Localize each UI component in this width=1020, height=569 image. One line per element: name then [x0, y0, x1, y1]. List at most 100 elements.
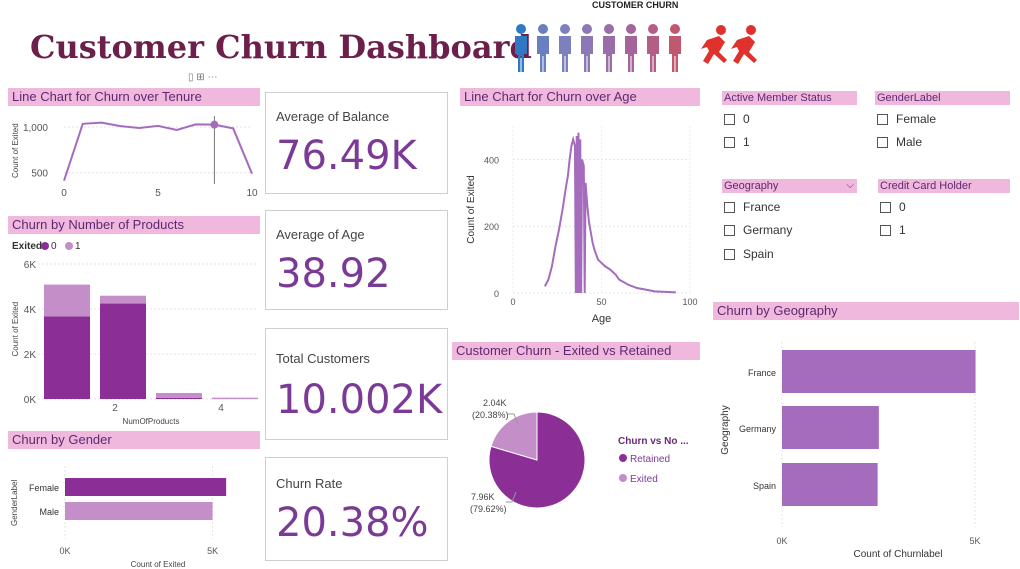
age-line-chart[interactable]: 0 200 400 0 50 100 Age Count of Exited [460, 108, 705, 333]
person-icon [515, 36, 527, 72]
person-icon [582, 24, 592, 34]
y-axis-label: Geography [720, 405, 731, 454]
card-label: Average of Age [276, 227, 365, 242]
x-axis-label: Count of Exited [131, 560, 186, 569]
bar-exited-0 [44, 316, 90, 399]
visual-toolbar[interactable]: ▯ ⊞ ⋯ [188, 72, 218, 83]
person-icon [647, 36, 659, 72]
legend-label-0: 0 [51, 241, 57, 252]
y-axis-label: Count of Exited [11, 302, 20, 357]
age-chart-title: Line Chart for Churn over Age [460, 88, 700, 106]
checkbox[interactable] [877, 136, 888, 148]
person-icon [559, 36, 571, 72]
y-tick-label: 400 [484, 155, 499, 165]
bar-exited-1 [100, 295, 146, 304]
slicer-option-credit-0[interactable]: 0 [880, 200, 906, 214]
legend-swatch-1 [65, 242, 73, 250]
pie-data-label-exited-pct: (20.38%) [472, 410, 509, 420]
customer-churn-banner-icon [515, 24, 757, 72]
legend-title: Exited [12, 241, 42, 252]
dashboard-title: Customer Churn Dashboard [30, 28, 532, 66]
x-tick-label: 100 [682, 297, 697, 307]
geo-chart-title: Churn by Geography [713, 302, 1019, 320]
x-tick-label: 5K [969, 536, 980, 546]
bar-exited-1 [156, 393, 202, 398]
banner-label: CUSTOMER CHURN [592, 0, 679, 10]
y-tick-label: Spain [753, 481, 776, 491]
slicer-option-germany[interactable]: Germany [724, 223, 792, 237]
y-axis-label: Count of Exited [466, 175, 477, 243]
y-tick-label: 200 [484, 222, 499, 232]
person-icon [603, 36, 615, 72]
products-stacked-bar-chart[interactable]: Exited 0 1 0K 2K 4K 6K Count of Exited 2 4 NumOfPr… [8, 236, 260, 428]
card-label: Average of Balance [276, 109, 390, 124]
legend-label-exited: Exited [630, 474, 658, 485]
slicer-option-male[interactable]: Male [877, 135, 922, 149]
checkbox[interactable] [724, 136, 735, 148]
person-icon [560, 24, 570, 34]
bar-exited-0 [100, 303, 146, 399]
gender-chart-title: Churn by Gender [8, 431, 260, 449]
slicer-option-female[interactable]: Female [877, 112, 936, 126]
slicer-geography-title[interactable]: Geography ⌵ [722, 179, 857, 193]
tenure-chart-title: Line Chart for Churn over Tenure [8, 88, 260, 106]
pie-chart-title: Customer Churn - Exited vs Retained [452, 342, 700, 360]
tenure-data-point [210, 120, 219, 129]
y-axis-label: Count of Exited [11, 123, 20, 178]
person-icon [516, 24, 526, 34]
geography-bar-chart[interactable]: 0K 5K France Germany Spain Geography Count of … [713, 322, 1019, 567]
y-tick-label: Female [29, 483, 59, 493]
pie-data-label-retained: 7.96K [471, 492, 495, 502]
tenure-line-chart[interactable]: 500 1,000 0 5 10 Count of Exited [8, 108, 260, 206]
pie-data-label-retained-pct: (79.62%) [470, 504, 507, 514]
card-value: 10.002K [276, 377, 443, 423]
person-icon [626, 24, 636, 34]
running-person-icon [731, 36, 757, 64]
x-tick-label: 2 [112, 403, 118, 414]
slicer-option-active-1[interactable]: 1 [724, 135, 750, 149]
leader-line [506, 491, 517, 503]
pie-data-label-exited: 2.04K [483, 398, 507, 408]
legend-label-1: 1 [75, 241, 81, 252]
y-tick-label: 1,000 [23, 123, 48, 134]
checkbox[interactable] [724, 113, 735, 125]
checkbox[interactable] [724, 224, 735, 236]
bar-female [65, 478, 227, 496]
slicer-option-active-0[interactable]: 0 [724, 112, 750, 126]
y-tick-label: 0K [24, 395, 37, 406]
x-tick-label: 0K [776, 536, 787, 546]
card-average-age: Average of Age 38.92 [265, 210, 448, 310]
legend-swatch-retained [619, 454, 627, 462]
slicer-option-spain[interactable]: Spain [724, 247, 774, 261]
person-icon [670, 24, 680, 34]
card-total-customers: Total Customers 10.002K [265, 328, 448, 440]
bar-france [782, 350, 976, 393]
x-axis-label: NumOfProducts [123, 417, 180, 426]
slicer-option-credit-1[interactable]: 1 [880, 223, 906, 237]
card-value: 76.49K [276, 133, 417, 179]
checkbox[interactable] [877, 113, 888, 125]
gender-bar-chart[interactable]: 0K 5K Female Male GenderLabel Count of Exited [8, 451, 260, 569]
x-tick-label: 0K [59, 546, 70, 556]
bar-germany [782, 406, 879, 449]
legend-title: Churn vs No ... [618, 436, 689, 447]
y-axis-label: GenderLabel [10, 480, 19, 526]
person-icon [669, 36, 681, 72]
x-tick-label: 10 [246, 188, 258, 199]
products-chart-title: Churn by Number of Products [8, 216, 260, 234]
running-person-icon [716, 25, 726, 35]
card-average-balance: Average of Balance 76.49K [265, 92, 448, 194]
checkbox[interactable] [880, 224, 891, 236]
person-icon [625, 36, 637, 72]
chevron-down-icon[interactable]: ⌵ [846, 180, 854, 191]
checkbox[interactable] [724, 248, 735, 260]
person-icon [537, 36, 549, 72]
age-series-line [543, 132, 676, 294]
bar-spain [782, 463, 878, 506]
checkbox[interactable] [724, 201, 735, 213]
leader-line [508, 413, 519, 425]
churn-pie-chart[interactable]: 7.96K (79.62%) 2.04K (20.38%) Churn vs No ..… [452, 362, 704, 522]
slicer-credit-card-title: Credit Card Holder [878, 179, 1010, 193]
checkbox[interactable] [880, 201, 891, 213]
slicer-option-france[interactable]: France [724, 200, 780, 214]
